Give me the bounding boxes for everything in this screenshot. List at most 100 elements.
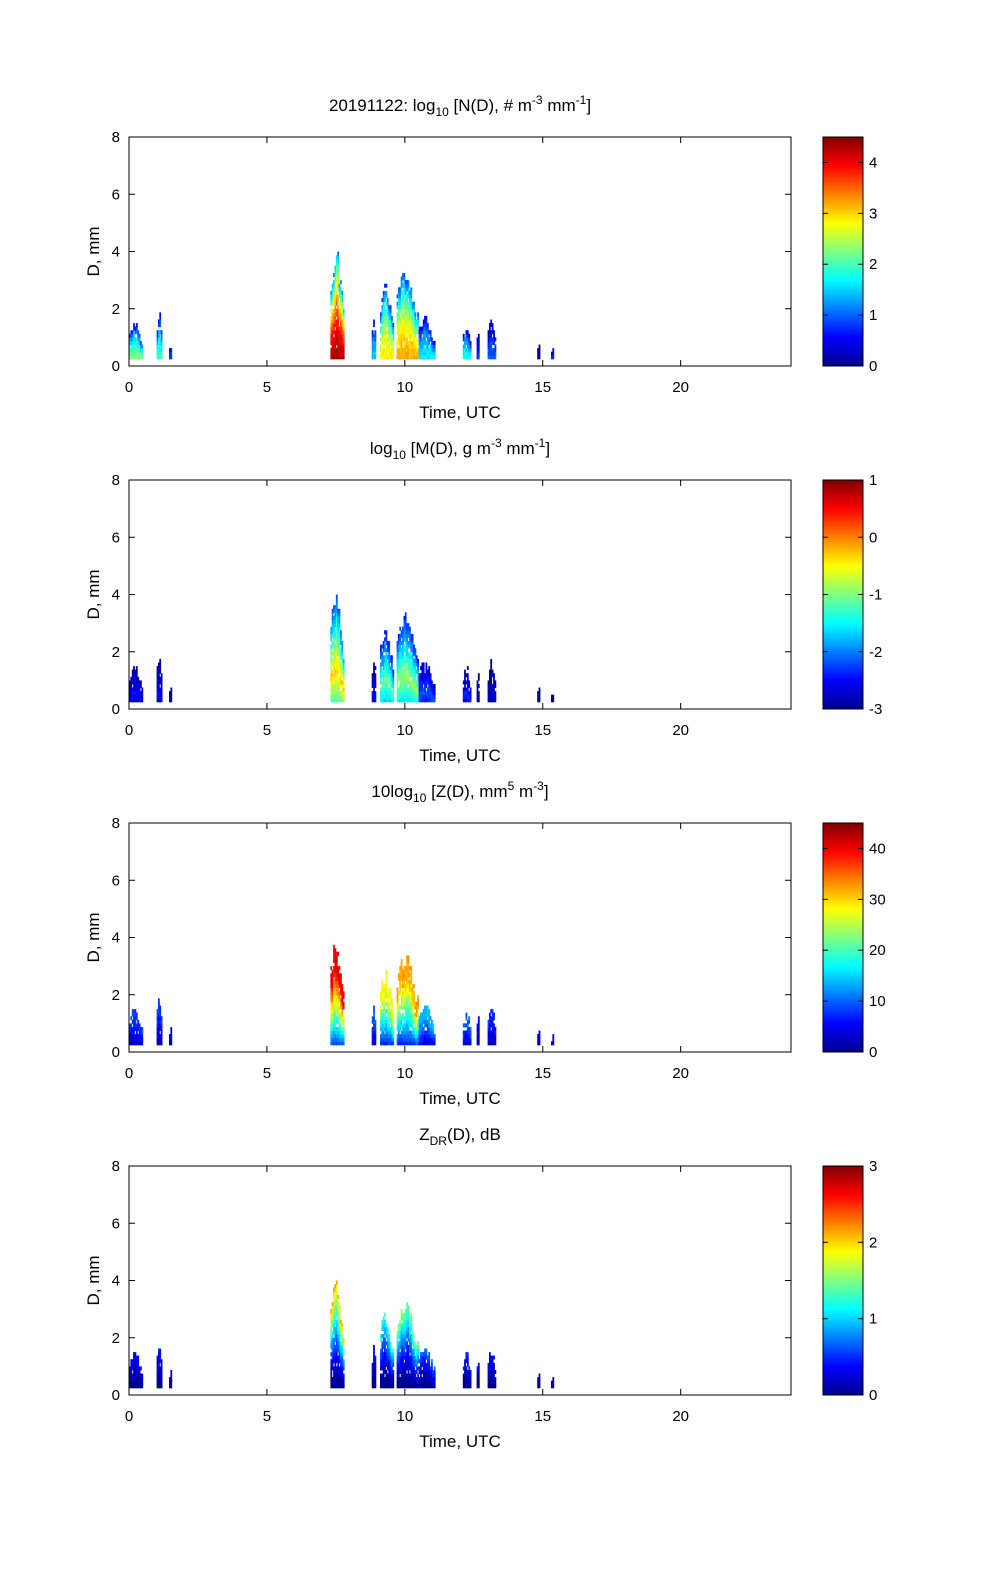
heatmap-cell	[477, 1016, 480, 1021]
heatmap-cell	[337, 1027, 340, 1031]
heatmap-cell	[399, 966, 402, 971]
heatmap-cell	[158, 1037, 160, 1042]
heatmap-cell	[410, 976, 413, 981]
heatmap-cell	[333, 1023, 335, 1028]
heatmap-cell	[406, 1384, 408, 1389]
heatmap-cell	[399, 969, 402, 974]
heatmap-cell	[131, 680, 134, 685]
heatmap-cell	[466, 1023, 469, 1028]
heatmap-cell	[415, 1362, 418, 1367]
heatmap-cell	[341, 344, 344, 349]
heatmap-cell	[341, 648, 344, 653]
heatmap-cell	[334, 355, 337, 360]
heatmap-cell	[410, 1312, 413, 1317]
heatmap-cell	[407, 1030, 410, 1035]
heatmap-cell	[381, 1012, 384, 1017]
heatmap-cell	[462, 1037, 465, 1042]
heatmap-cell	[130, 680, 133, 685]
heatmap-cell	[133, 694, 135, 699]
heatmap-cell	[134, 669, 137, 674]
heatmap-cell	[399, 662, 402, 667]
heatmap-cell	[417, 1027, 419, 1031]
heatmap-cell	[402, 698, 404, 703]
heatmap-cell	[413, 312, 415, 317]
heatmap-cell	[131, 1384, 134, 1389]
heatmap-cell	[407, 644, 410, 649]
heatmap-cell	[337, 283, 340, 288]
heatmap-cell	[406, 1355, 408, 1360]
heatmap-cell	[404, 319, 407, 324]
heatmap-cell	[341, 290, 344, 295]
heatmap-cell	[413, 1344, 415, 1349]
heatmap-cell	[426, 330, 429, 335]
heatmap-cell	[341, 1370, 344, 1374]
heatmap-cell	[385, 290, 388, 295]
heatmap-cell	[411, 684, 414, 688]
title-part: -3	[532, 93, 543, 107]
heatmap-cell	[409, 691, 411, 696]
heatmap-cell	[130, 355, 133, 360]
heatmap-cell	[411, 348, 414, 353]
heatmap-cell	[391, 1348, 393, 1353]
heatmap-cell	[388, 694, 391, 699]
heatmap-cell	[400, 966, 403, 971]
heatmap-cell	[158, 1362, 160, 1367]
heatmap-cell	[407, 1012, 410, 1017]
heatmap-cell	[335, 994, 338, 999]
heatmap-cell	[385, 984, 388, 988]
heatmap-cell	[403, 1027, 406, 1031]
heatmap-cell	[415, 337, 418, 342]
heatmap-cell	[421, 1370, 424, 1374]
heatmap-cell	[130, 691, 133, 696]
heatmap-cell	[407, 1352, 410, 1357]
heatmap-cell	[410, 1344, 413, 1349]
heatmap-cell	[381, 312, 384, 317]
heatmap-cell	[135, 351, 138, 356]
heatmap-cell	[384, 1352, 386, 1357]
heatmap-cell	[334, 655, 337, 660]
title-part: 10log	[371, 782, 413, 801]
heatmap-cell	[331, 1305, 334, 1310]
heatmap-cell	[341, 651, 344, 656]
heatmap-cell	[134, 1027, 137, 1031]
heatmap-cell	[417, 1037, 419, 1042]
heatmap-cell	[397, 973, 400, 978]
heatmap-cell	[422, 698, 425, 703]
heatmap-cell	[388, 1344, 391, 1349]
heatmap-cell	[385, 319, 388, 324]
heatmap-cell	[538, 1373, 541, 1378]
heatmap-cell	[469, 344, 472, 349]
heatmap-cell	[342, 326, 345, 331]
heatmap-cell	[374, 348, 377, 353]
heatmap-cell	[426, 1359, 429, 1364]
heatmap-cell	[337, 337, 340, 342]
heatmap-cell	[334, 341, 337, 345]
heatmap-cell	[335, 1330, 338, 1335]
heatmap-cell	[334, 1034, 337, 1039]
heatmap-cell	[400, 280, 403, 285]
heatmap-cell	[159, 323, 162, 328]
heatmap-cell	[338, 612, 341, 617]
heatmap-cell	[403, 994, 406, 999]
heatmap-cell	[380, 1366, 382, 1371]
heatmap-cell	[489, 1370, 491, 1374]
heatmap-cell	[386, 1037, 389, 1042]
heatmap-cell	[330, 1366, 333, 1371]
heatmap-cell	[406, 651, 408, 656]
heatmap-cell	[413, 308, 415, 313]
heatmap-cell	[371, 698, 374, 703]
heatmap-cell	[385, 333, 388, 338]
heatmap-cell	[338, 337, 341, 342]
heatmap-cell	[477, 1384, 480, 1389]
heatmap-cell	[159, 351, 162, 356]
heatmap-cell	[169, 351, 171, 356]
heatmap-cell	[340, 341, 342, 345]
heatmap-cell	[338, 644, 341, 649]
heatmap-cell	[406, 1302, 408, 1306]
heatmap-cell	[403, 1348, 406, 1353]
heatmap-cell	[384, 1366, 386, 1371]
heatmap-cell	[400, 998, 403, 1003]
heatmap-cell	[330, 319, 333, 324]
heatmap-cell	[391, 698, 393, 703]
heatmap-cell	[431, 684, 433, 688]
